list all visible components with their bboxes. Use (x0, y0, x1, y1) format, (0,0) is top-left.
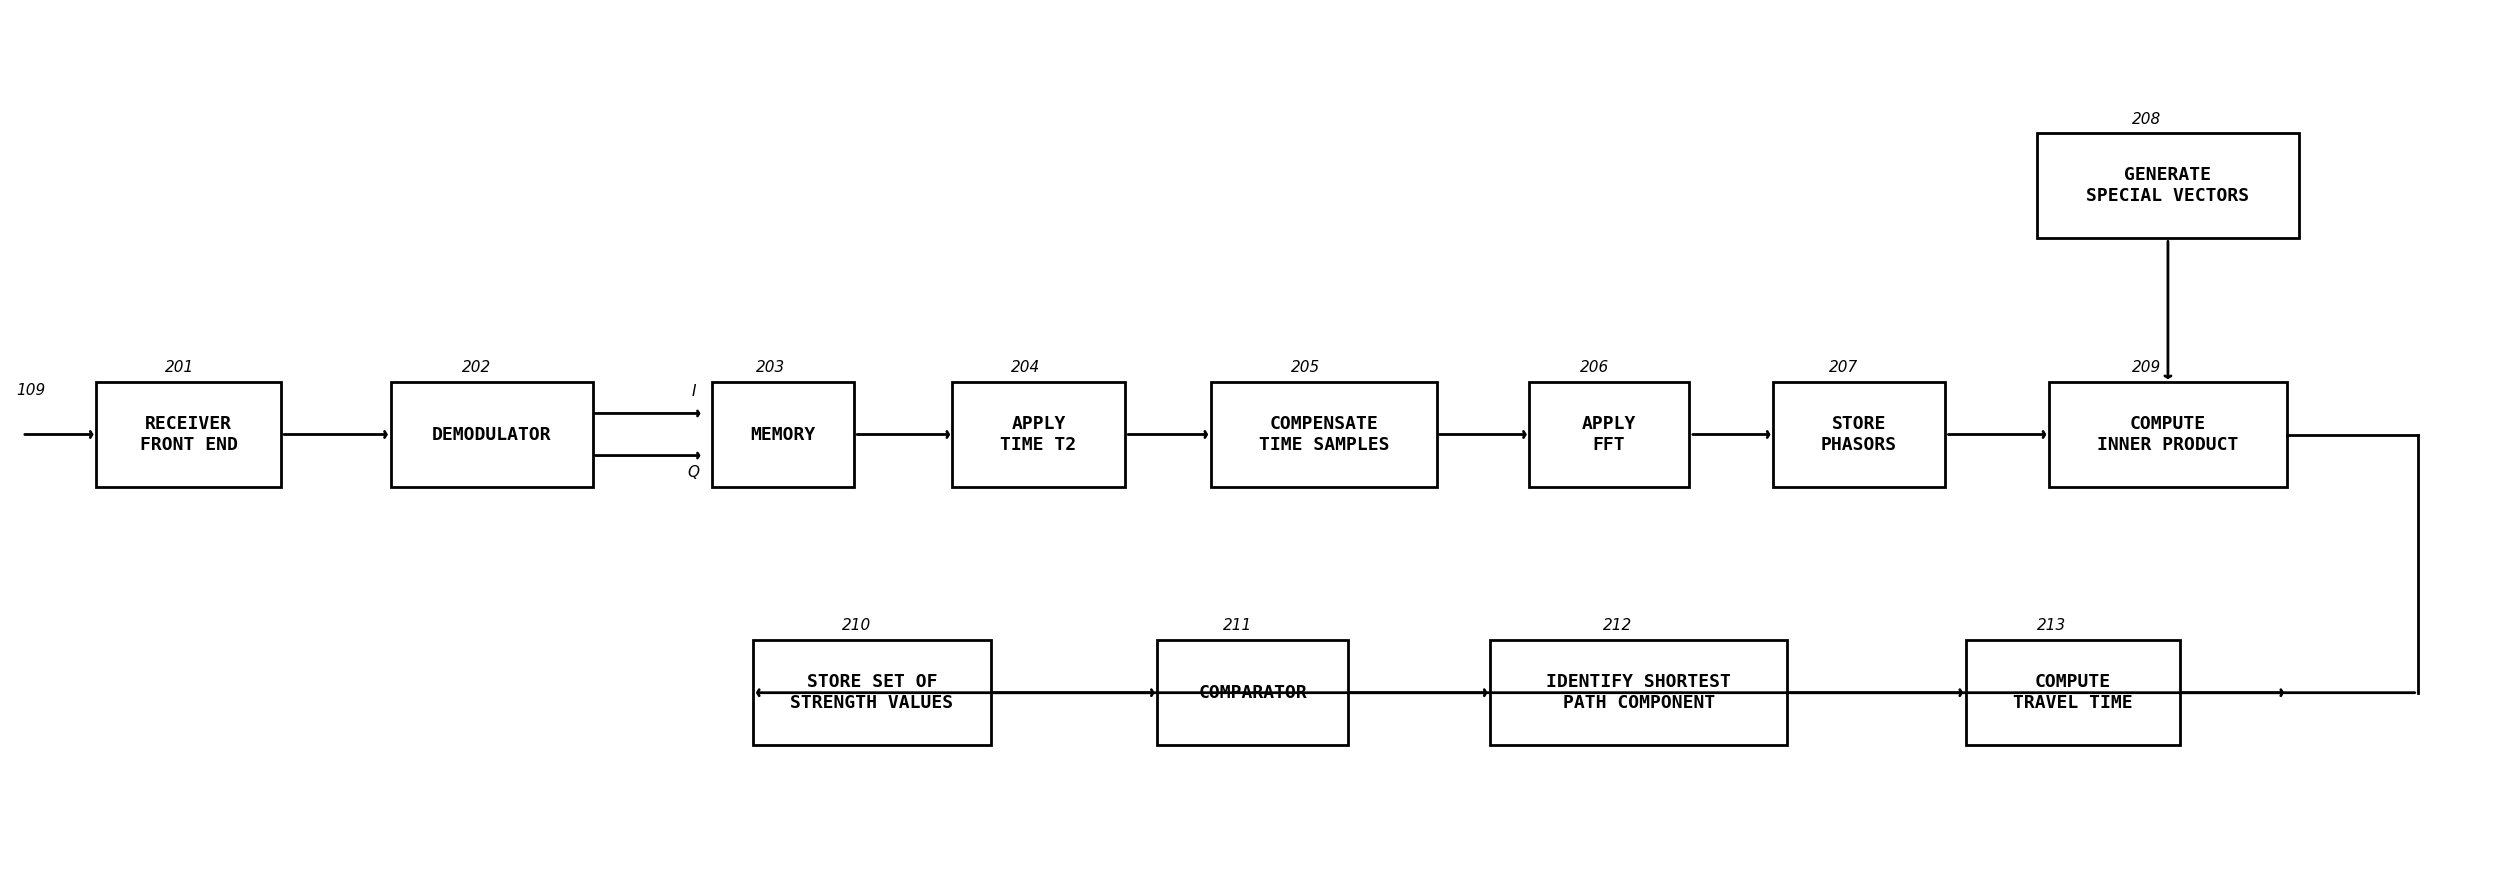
Text: 205: 205 (1290, 361, 1320, 375)
Text: 201: 201 (165, 361, 193, 375)
Text: COMPUTE
INNER PRODUCT: COMPUTE INNER PRODUCT (2097, 415, 2239, 454)
Text: Q: Q (689, 465, 699, 481)
Text: 109: 109 (15, 383, 45, 398)
FancyBboxPatch shape (1210, 381, 1438, 488)
FancyBboxPatch shape (1774, 381, 1944, 488)
FancyBboxPatch shape (1157, 640, 1348, 746)
FancyBboxPatch shape (1966, 640, 2179, 746)
Text: STORE SET OF
STRENGTH VALUES: STORE SET OF STRENGTH VALUES (792, 673, 954, 712)
FancyBboxPatch shape (95, 381, 281, 488)
Text: APPLY
FFT: APPLY FFT (1583, 415, 1636, 454)
Text: GENERATE
SPECIAL VECTORS: GENERATE SPECIAL VECTORS (2087, 167, 2249, 205)
Text: 209: 209 (2132, 361, 2162, 375)
FancyBboxPatch shape (754, 640, 992, 746)
Text: 211: 211 (1222, 619, 1252, 634)
Text: 210: 210 (842, 619, 872, 634)
Text: 213: 213 (2037, 619, 2067, 634)
FancyBboxPatch shape (711, 381, 854, 488)
Text: MEMORY: MEMORY (752, 426, 817, 443)
Text: STORE
PHASORS: STORE PHASORS (1821, 415, 1896, 454)
Text: COMPUTE
TRAVEL TIME: COMPUTE TRAVEL TIME (2014, 673, 2132, 712)
Text: COMPARATOR: COMPARATOR (1197, 684, 1308, 701)
Text: COMPENSATE
TIME SAMPLES: COMPENSATE TIME SAMPLES (1258, 415, 1390, 454)
Text: 203: 203 (757, 361, 784, 375)
Text: RECEIVER
FRONT END: RECEIVER FRONT END (140, 415, 238, 454)
Text: 208: 208 (2132, 111, 2162, 127)
Text: 204: 204 (1012, 361, 1040, 375)
FancyBboxPatch shape (2049, 381, 2287, 488)
Text: 202: 202 (461, 361, 491, 375)
Text: 212: 212 (1603, 619, 1633, 634)
FancyBboxPatch shape (1490, 640, 1789, 746)
Text: DEMODULATOR: DEMODULATOR (431, 426, 551, 443)
Text: I: I (691, 384, 696, 399)
FancyBboxPatch shape (391, 381, 594, 488)
FancyBboxPatch shape (1528, 381, 1688, 488)
Text: IDENTIFY SHORTEST
PATH COMPONENT: IDENTIFY SHORTEST PATH COMPONENT (1546, 673, 1731, 712)
Text: 206: 206 (1581, 361, 1608, 375)
FancyBboxPatch shape (952, 381, 1125, 488)
FancyBboxPatch shape (2037, 133, 2300, 238)
Text: APPLY
TIME T2: APPLY TIME T2 (999, 415, 1077, 454)
Text: 207: 207 (1829, 361, 1859, 375)
